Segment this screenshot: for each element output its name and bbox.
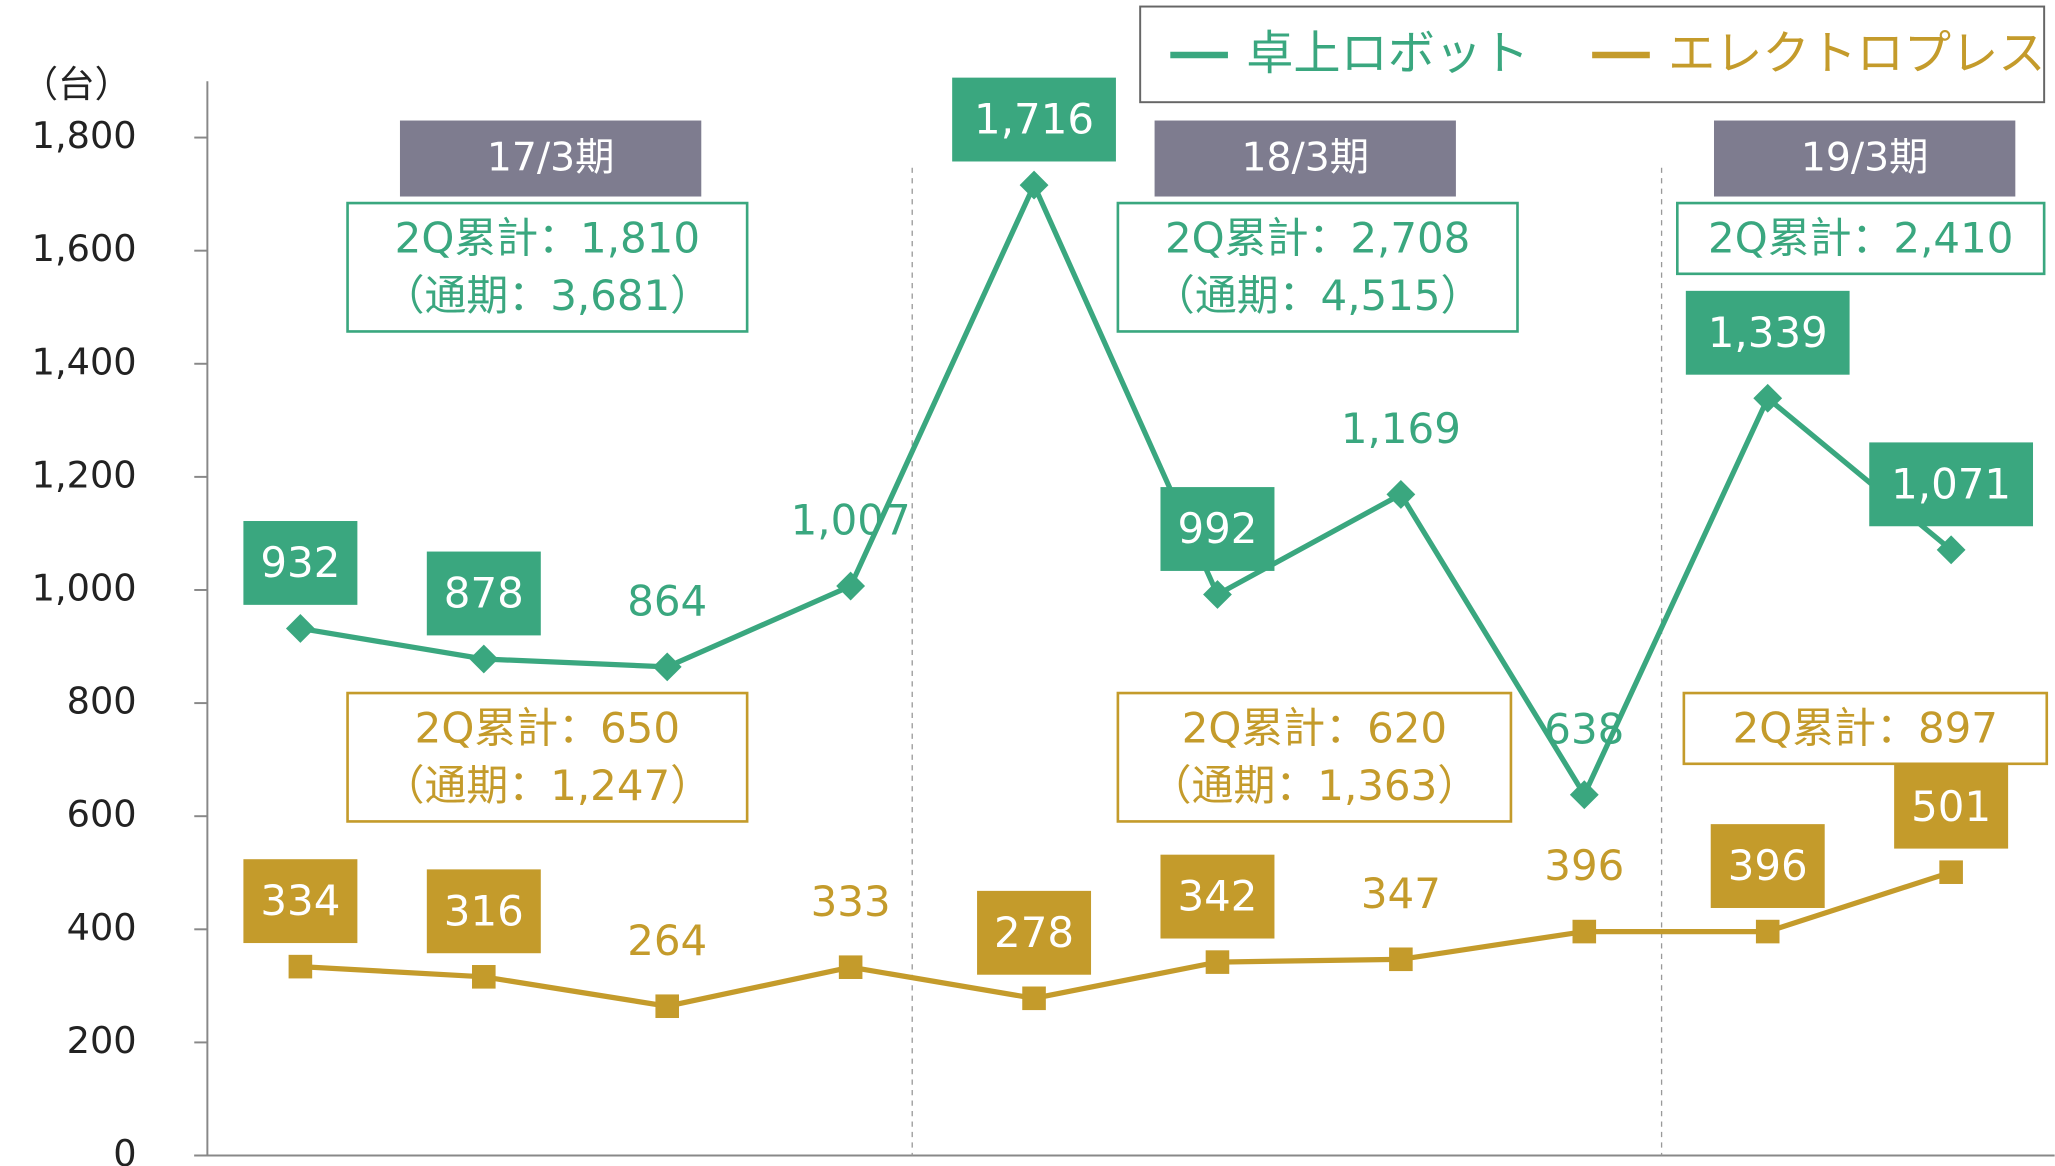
data-label: 932 [260, 538, 340, 587]
marker [1019, 170, 1049, 200]
y-tick-label: 600 [67, 793, 137, 836]
data-label: 501 [1911, 782, 1991, 831]
note-text: 2Q累計：1,810 [395, 214, 700, 263]
marker [1569, 780, 1599, 810]
note-text: （通期：1,363） [1150, 761, 1480, 810]
marker [1572, 919, 1597, 944]
legend-label: エレクトロプレス [1668, 26, 2045, 81]
label-box [243, 521, 358, 605]
data-label: 264 [627, 916, 707, 965]
y-tick-label: 1,600 [32, 227, 137, 270]
period-label: 17/3期 [487, 135, 615, 180]
label-box [1894, 764, 2009, 849]
note-box [1116, 691, 1513, 823]
period-label: 19/3期 [1801, 135, 1929, 180]
y-axis-label: （台） [21, 63, 131, 106]
period-box [399, 120, 702, 197]
marker [836, 571, 866, 601]
data-label: 878 [444, 569, 524, 618]
marker [1386, 480, 1416, 509]
label-box [426, 869, 541, 954]
marker [655, 994, 680, 1019]
note-box [346, 691, 749, 823]
data-label: 316 [444, 886, 524, 935]
y-tick-label: 1,400 [32, 340, 137, 383]
label-box [1869, 442, 2034, 527]
data-label: 1,007 [791, 496, 911, 545]
note-text: 2Q累計：2,410 [1708, 214, 2013, 263]
marker [1936, 535, 1966, 565]
label-box [1160, 487, 1275, 571]
period-label: 18/3期 [1241, 135, 1369, 180]
data-label: 342 [1177, 872, 1257, 921]
marker [288, 954, 313, 979]
data-label: 992 [1177, 504, 1257, 553]
data-label: 333 [811, 877, 891, 926]
note-text: （通期：1,247） [383, 761, 713, 810]
data-label: 864 [627, 577, 707, 626]
data-label: 1,071 [1891, 459, 2011, 508]
marker [652, 652, 682, 682]
data-label: 638 [1544, 704, 1624, 753]
y-tick-label: 1,800 [32, 114, 137, 157]
label-box [1710, 824, 1825, 908]
note-text: （通期：4,515） [1153, 271, 1483, 320]
y-tick-label: 1,200 [32, 453, 137, 496]
data-label: 278 [994, 908, 1074, 957]
marker [1022, 986, 1046, 1011]
y-tick-label: 1,000 [32, 566, 137, 609]
note-text: （通期：3,681） [383, 271, 713, 320]
label-box [977, 890, 1092, 975]
data-label: 1,339 [1708, 308, 1828, 357]
y-tick-label: 200 [67, 1019, 137, 1062]
marker [1203, 580, 1232, 609]
marker [285, 614, 315, 643]
marker [472, 965, 496, 989]
note-text: 2Q累計：897 [1733, 704, 1998, 753]
marker [1755, 919, 1780, 944]
data-label: 396 [1728, 841, 1808, 890]
data-label: 334 [260, 876, 340, 925]
marker [1389, 947, 1413, 972]
note-text: 2Q累計：620 [1182, 704, 1447, 753]
label-box [426, 551, 541, 636]
note-text: 2Q累計：2,708 [1165, 214, 1470, 263]
series-line [300, 869, 1952, 1009]
note-box [1682, 691, 2049, 766]
data-label: 1,716 [974, 95, 1094, 144]
note-box [1116, 201, 1519, 333]
period-box [1154, 120, 1456, 197]
marker [1205, 950, 1230, 974]
series-line [299, 178, 1953, 801]
legend-label: 卓上ロボット [1246, 26, 1529, 81]
label-box [1160, 854, 1275, 939]
data-label: 347 [1361, 869, 1441, 918]
marker [469, 644, 499, 674]
y-tick-label: 0 [113, 1132, 136, 1166]
label-box [952, 77, 1116, 162]
marker [838, 955, 863, 979]
data-label: 396 [1544, 841, 1624, 890]
y-tick-label: 400 [67, 906, 137, 949]
marker [1939, 860, 1963, 884]
period-box [1713, 120, 2016, 197]
note-text: 2Q累計：650 [415, 704, 680, 753]
data-label: 1,169 [1341, 404, 1461, 453]
label-box [1685, 290, 1850, 375]
y-tick-label: 800 [67, 680, 137, 723]
note-box [1676, 201, 2046, 276]
note-box [346, 201, 749, 333]
label-box [243, 859, 358, 944]
